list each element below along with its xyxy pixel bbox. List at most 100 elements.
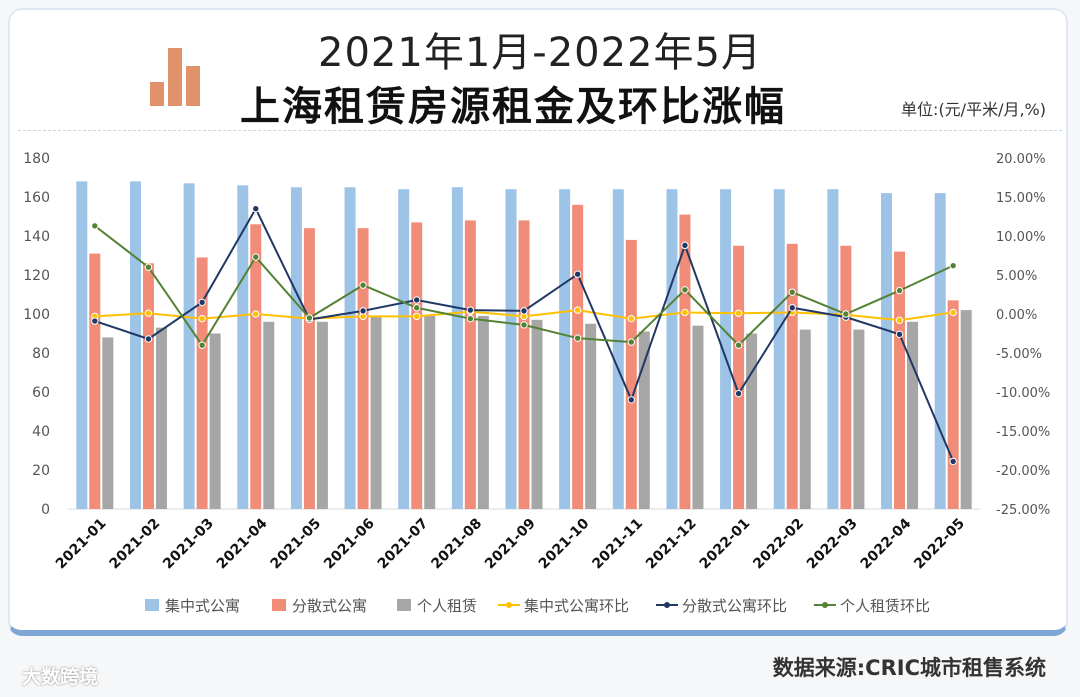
left-tick-label: 60 [32,385,50,401]
bar-personal [531,319,543,509]
bar-personal [424,315,436,509]
bar-personal [209,333,221,509]
x-tick-label: 2021-11 [589,516,646,573]
bar-scattered [894,251,906,509]
data-source: 数据来源:CRIC城市租售系统 [772,656,1046,680]
bar-central [720,189,732,509]
line-scattered-mom-point [91,317,99,325]
bar-personal [370,315,382,509]
line-scattered-mom-point [681,241,689,250]
bar-personal [746,333,758,509]
bar-chart-logo-icon [150,44,202,106]
bar-scattered [518,220,530,509]
line-scattered-mom-point [252,205,260,213]
bar-personal [585,323,597,509]
bar-personal [155,327,167,509]
line-personal-mom-point [413,304,421,312]
bar-scattered [357,228,369,509]
x-tick-label: 2021-10 [536,515,593,572]
line-central-mom-point [252,310,260,318]
x-tick-label: 2021-08 [428,516,485,573]
bar-central [559,189,571,509]
left-tick-label: 20 [32,463,50,479]
line-personal-mom-point [466,314,475,323]
bar-scattered [840,245,852,509]
line-personal-mom-point [949,261,957,270]
line-personal-mom-point [573,334,582,342]
bar-central [612,189,624,509]
legend-swatch [272,599,286,611]
line-scattered-mom-point [788,304,796,312]
bar-personal [316,321,328,509]
bar-scattered [142,263,154,509]
line-personal-mom-point [895,286,904,295]
left-tick-label: 160 [23,190,50,206]
bar-personal [960,310,972,509]
x-tick-label: 2021-09 [482,516,539,573]
bar-central [451,187,463,509]
left-tick-label: 120 [23,268,50,284]
bar-personal [853,329,865,509]
page-title: 上海租赁房源租金及环比涨幅 [240,84,786,130]
title-date-range: 2021年1月-2022年5月 [318,30,762,76]
line-scattered-mom-point [466,306,475,314]
legend-swatch [397,599,411,611]
line-personal-mom-point [144,263,153,271]
right-tick-label: 0.00% [996,308,1037,323]
x-tick-label: 2022-01 [697,516,754,573]
bar-scattered [679,214,691,510]
line-central-mom-point [413,312,421,321]
bar-central [398,189,410,509]
line-central-mom-point [144,309,153,317]
line-scattered-mom-point [573,270,582,278]
legend-marker [822,602,828,608]
right-tick-label: -10.00% [996,386,1050,401]
x-tick-label: 2021-06 [321,516,378,573]
legend-label: 个人租赁环比 [840,597,930,615]
line-central-mom-point [681,308,689,317]
line-central-mom-point [895,316,904,324]
x-tick-label: 2021-03 [160,516,217,573]
line-scattered-mom-point [734,389,743,398]
bar-personal [907,321,919,509]
line-personal-mom-point [91,222,99,230]
bar-scattered [947,300,959,509]
bar-central [129,181,141,509]
bar-personal [692,325,704,509]
line-personal-mom-point [627,338,635,346]
legend-marker [664,602,670,608]
right-tick-label: -20.00% [996,464,1050,479]
legend-label: 集中式公寓 [165,597,240,615]
legend-label: 分散式公寓环比 [682,597,787,615]
line-central-mom-point [573,306,582,314]
x-tick-label: 2022-03 [804,516,861,573]
legend-swatch [145,599,159,611]
right-tick-label: 10.00% [996,230,1046,245]
line-personal-mom-point [520,321,528,329]
line-scattered-mom-point [895,330,904,338]
line-personal-mom-point [359,281,367,289]
line-scattered-mom-point [627,396,635,404]
bar-personal [638,331,650,509]
line-personal-mom-point [305,314,314,322]
rent-chart: 0 20 40 60 80 100 120 140 160 180 -25.00% -20.00% -1… [23,151,1050,615]
right-tick-label: -15.00% [996,425,1050,440]
bar-personal [477,315,489,509]
legend-label: 分散式公寓 [292,597,367,615]
bar-scattered [733,245,745,509]
line-central-mom-point [198,314,206,323]
line-personal-mom-point [198,341,206,349]
line-scattered-mom-point [520,307,528,315]
x-tick-label: 2021-05 [267,516,324,573]
right-tick-label: -25.00% [996,503,1050,518]
left-tick-label: 180 [23,151,50,167]
right-tick-label: -5.00% [996,347,1042,362]
line-central-mom-point [627,314,635,323]
line-personal-mom-point [842,310,850,318]
line-central-mom-point [734,309,743,317]
line-personal-mom-point [252,253,260,261]
bar-central [290,187,302,509]
left-tick-label: 40 [32,424,50,440]
line-personal-mom-point [734,341,743,349]
x-tick-label: 2022-04 [858,515,915,572]
